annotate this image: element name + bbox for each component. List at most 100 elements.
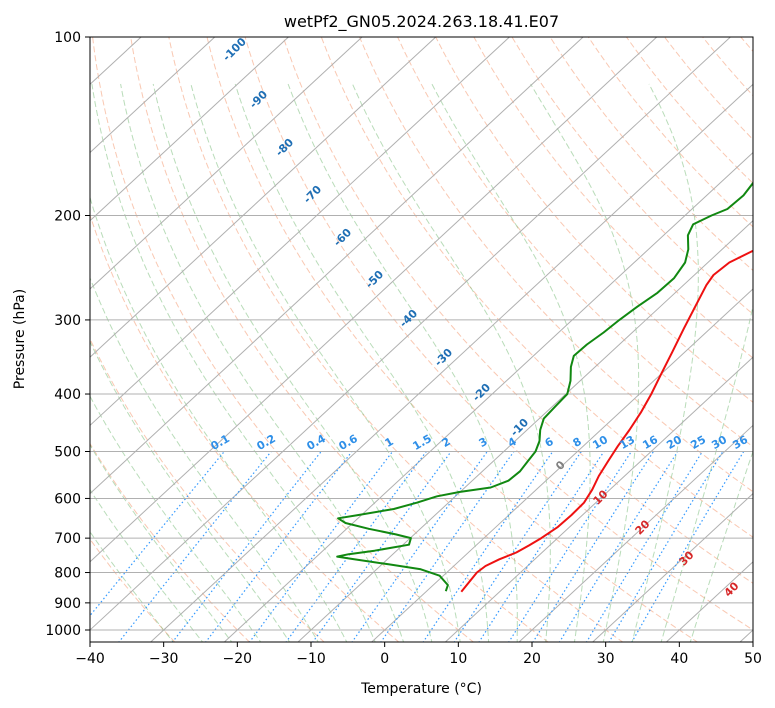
mixing-ratio-label: 13 (617, 433, 637, 452)
y-tick-label: 200 (54, 209, 81, 225)
moist-adiabat (91, 83, 376, 642)
dry-adiabat (740, 37, 753, 53)
dry-adiabat (702, 37, 753, 97)
isotherm-line (90, 37, 510, 427)
mixing-ratio-label: 25 (688, 433, 708, 452)
x-tick-label: 0 (380, 651, 389, 667)
x-tick-label: −10 (296, 651, 326, 667)
y-tick-label: 600 (54, 491, 81, 507)
isotherm-line (370, 288, 753, 642)
moist-adiabat (90, 340, 291, 642)
mixing-ratio-line (380, 451, 515, 642)
y-tick-label: 300 (54, 313, 81, 329)
moist-adiabat (90, 276, 319, 642)
isotherm-line (444, 356, 753, 642)
isotherm-line (90, 37, 216, 154)
moist-adiabat (689, 449, 753, 642)
mixing-ratio-line (312, 451, 452, 642)
x-tick-label: −40 (75, 651, 105, 667)
y-tick-label: 800 (54, 566, 81, 582)
moist-adiabat-label: 0 (553, 458, 568, 473)
moist-adiabat (90, 443, 233, 642)
mixing-ratio-line (608, 451, 724, 642)
isotherm-line (223, 151, 753, 642)
dry-adiabat-label: -60 (331, 226, 354, 249)
y-tick-label: 400 (54, 387, 81, 403)
mixing-ratio-label: 10 (590, 433, 610, 452)
x-axis-title: Temperature (°C) (360, 681, 482, 697)
dry-adiabat (90, 213, 400, 642)
dry-adiabat (473, 37, 753, 359)
dry-adiabat-label: -70 (301, 183, 324, 206)
moist-adiabat-label: 30 (677, 548, 697, 568)
x-tick-label: 20 (523, 651, 541, 667)
moist-adiabat (631, 83, 699, 642)
isotherm-line (591, 492, 753, 642)
mixing-ratio-line (351, 451, 488, 642)
moist-adiabat-label: 40 (722, 579, 742, 599)
moist-adiabat (190, 83, 461, 642)
mixing-ratio-label: 36 (730, 433, 750, 452)
mixing-ratio-line (205, 451, 353, 642)
mixing-ratio-line (90, 451, 225, 617)
mixing-ratio-label: 30 (709, 433, 729, 452)
dry-adiabat-label: -80 (273, 136, 296, 159)
isotherm-line (739, 629, 753, 642)
isotherm-line (665, 561, 753, 642)
x-axis: −40 −30 −20 −10 0 10 20 30 40 50 (75, 642, 762, 667)
dry-adiabat (92, 37, 475, 642)
dry-adiabat (130, 37, 549, 642)
moist-adiabat (120, 83, 405, 642)
mixing-ratio-label: 16 (640, 433, 660, 452)
x-tick-label: 10 (449, 651, 467, 667)
y-tick-label: 1000 (45, 623, 81, 639)
isotherm-line (297, 220, 753, 642)
dry-adiabat (435, 37, 753, 403)
moist-adiabat (152, 83, 433, 642)
background-reference-lines (0, 37, 753, 643)
mixing-ratio-line (171, 451, 322, 642)
dry-adiabat (90, 538, 176, 642)
reference-line-labels: -100-90-80-70-60-50-40-30-20-100.1 0.2 0.4… (209, 35, 751, 600)
y-tick-label: 500 (54, 444, 81, 460)
dry-adiabat (168, 37, 624, 642)
dry-adiabat-label: -50 (363, 268, 386, 291)
isotherm-line (90, 37, 658, 563)
isotherm-line (90, 37, 584, 495)
dry-adiabat (320, 37, 753, 538)
isotherm-line (0, 37, 67, 643)
mixing-ratio-label: 0.4 (305, 432, 329, 453)
mixing-ratio-line (508, 451, 632, 642)
mixing-ratio-label: 0.2 (255, 432, 278, 453)
moist-adiabat (352, 83, 551, 642)
isotherm-line (90, 37, 289, 222)
x-tick-label: −20 (223, 651, 253, 667)
x-tick-label: 40 (670, 651, 688, 667)
mixing-ratio-line (585, 451, 703, 642)
y-tick-label: 900 (54, 596, 81, 612)
moist-adiabat (90, 395, 262, 642)
mixing-ratio-label: 20 (664, 433, 684, 452)
moist-adiabat (90, 195, 348, 642)
dry-adiabat (549, 37, 753, 272)
dry-adiabat (244, 37, 753, 631)
mixing-ratio-line (631, 451, 745, 642)
x-tick-label: 30 (597, 651, 615, 667)
mixing-ratio-line (422, 451, 554, 642)
mixing-ratio-line (558, 451, 679, 642)
mixing-ratio-line (532, 451, 655, 642)
y-axis: 100 200 300 400 500 600 700 800 900 1000 (45, 30, 90, 639)
dry-adiabat (664, 37, 753, 141)
dry-adiabat (511, 37, 753, 315)
isotherm-line (90, 37, 363, 290)
mixing-ratio-label: 6 (543, 435, 556, 450)
moist-adiabat (660, 303, 753, 642)
y-axis-title: Pressure (hPa) (12, 289, 28, 389)
y-tick-label: 100 (54, 30, 81, 46)
dry-adiabat-label: -100 (220, 35, 249, 64)
moist-adiabat (234, 83, 490, 642)
isotherm-line (90, 37, 437, 358)
dry-adiabat (359, 37, 753, 493)
x-tick-label: 50 (744, 651, 762, 667)
